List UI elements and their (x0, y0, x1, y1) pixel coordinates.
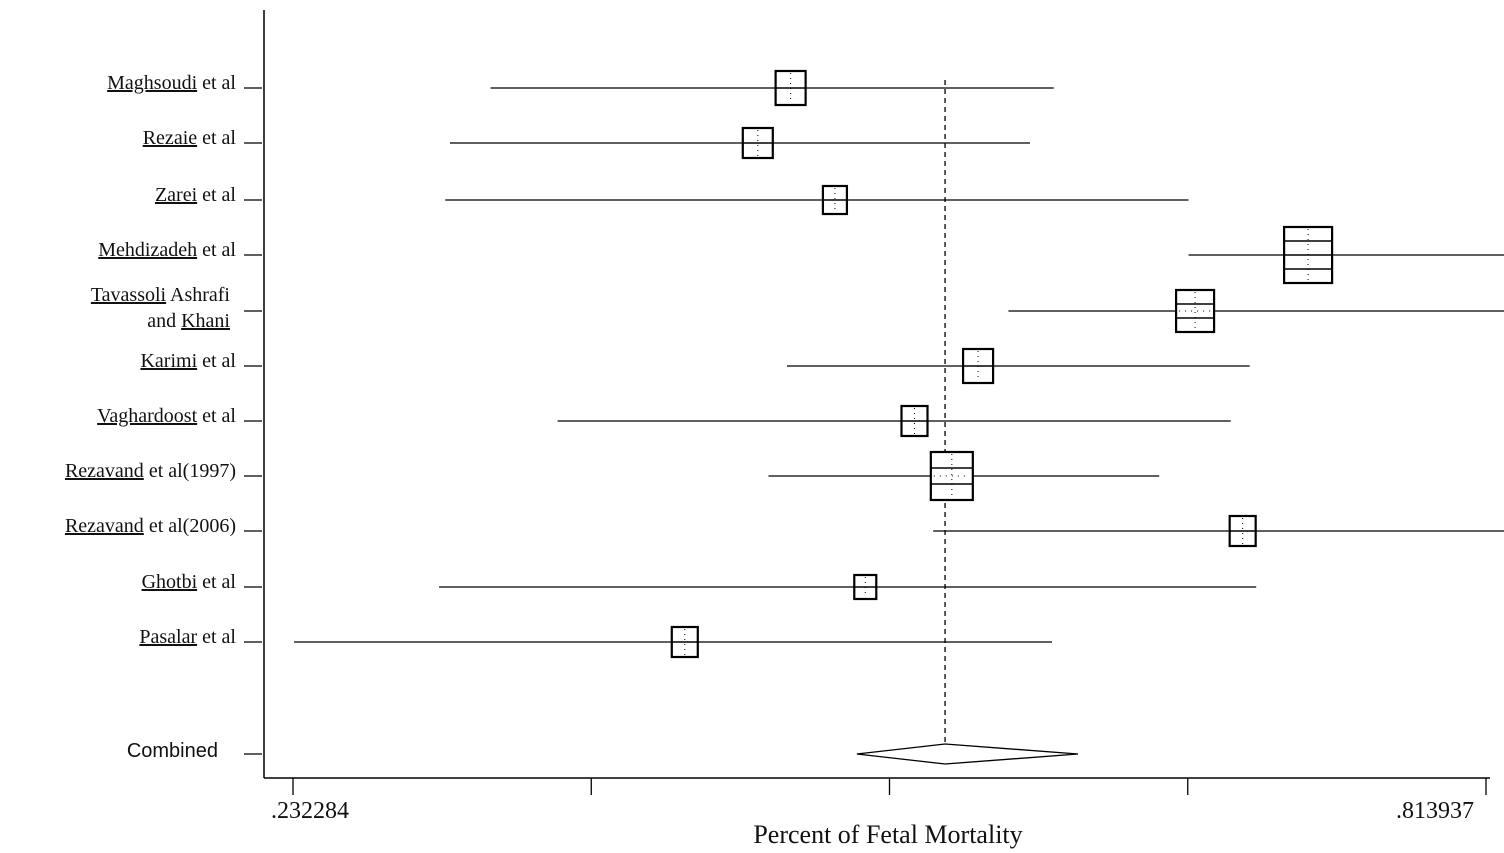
study-label-line2: and Khani (147, 310, 230, 332)
study-label-name: Rezaie (143, 127, 198, 149)
study-label: Rezaie et al (143, 127, 237, 149)
study-label-name: Pasalar (139, 626, 197, 648)
study-label: Tavassoli Ashrafi (91, 284, 231, 306)
study-row: Mehdizadeh et al (98, 225, 1504, 285)
study-label: Rezavand et al(1997) (65, 460, 236, 482)
study-label-suffix: et al (197, 127, 236, 149)
study-label: Ghotbi et al (142, 571, 237, 593)
study-label: Zarei et al (155, 184, 236, 206)
x-axis-title: Percent of Fetal Mortality (753, 820, 1022, 849)
study-row: Tavassoli Ashrafi and Khani (91, 284, 1504, 334)
study-label-name: Khani (181, 310, 230, 332)
study-label-suffix: et al (197, 350, 236, 372)
x-tick-label: .232284 (271, 798, 349, 824)
study-label-name: Mehdizadeh (98, 239, 197, 261)
study-label: Karimi et al (140, 350, 236, 372)
study-row: Vaghardoost et al (97, 404, 1231, 438)
study-label-name: Rezavand (65, 460, 144, 482)
study-label-name: Vaghardoost (97, 405, 197, 427)
x-tick-label: .813937 (1396, 798, 1474, 824)
study-row: Zarei et al (155, 184, 1189, 216)
study-label-suffix: et al (197, 239, 236, 261)
study-label: Vaghardoost et al (97, 405, 236, 427)
study-label-prefix: and (147, 310, 181, 332)
study-label: Rezavand et al(2006) (65, 515, 236, 537)
study-label-suffix: et al(1997) (144, 460, 236, 482)
study-label: Mehdizadeh et al (98, 239, 236, 261)
study-row: Karimi et al (140, 347, 1250, 385)
study-row: Maghsoudi et al (107, 69, 1054, 107)
study-label-name: Rezavand (65, 515, 144, 537)
study-label-name: Tavassoli (91, 284, 167, 306)
weight-box (1174, 288, 1216, 334)
study-label-suffix: et al (197, 405, 236, 427)
study-label-suffix: Ashrafi (166, 284, 230, 306)
combined-diamond (856, 743, 1079, 765)
study-row: Rezavand et al(1997) (65, 450, 1160, 502)
study-label-suffix: et al (197, 184, 236, 206)
study-label-name: Karimi (140, 350, 197, 372)
study-label-suffix: et al(2006) (144, 515, 236, 537)
study-row: Rezavand et al(2006) (65, 514, 1504, 548)
study-label-name: Ghotbi (142, 571, 198, 593)
study-label-name: Maghsoudi (107, 72, 197, 94)
study-row: Pasalar et al (139, 625, 1052, 659)
study-row: Ghotbi et al (142, 571, 1257, 601)
study-label: Pasalar et al (139, 626, 236, 648)
study-label-suffix: et al (197, 72, 236, 94)
study-label-suffix: et al (197, 626, 236, 648)
study-label: Maghsoudi et al (107, 72, 236, 94)
combined-label: Combined (127, 740, 218, 762)
study-label-suffix: et al (197, 571, 236, 593)
study-row: Rezaie et al (143, 126, 1030, 160)
study-label-name: Zarei (155, 184, 198, 206)
